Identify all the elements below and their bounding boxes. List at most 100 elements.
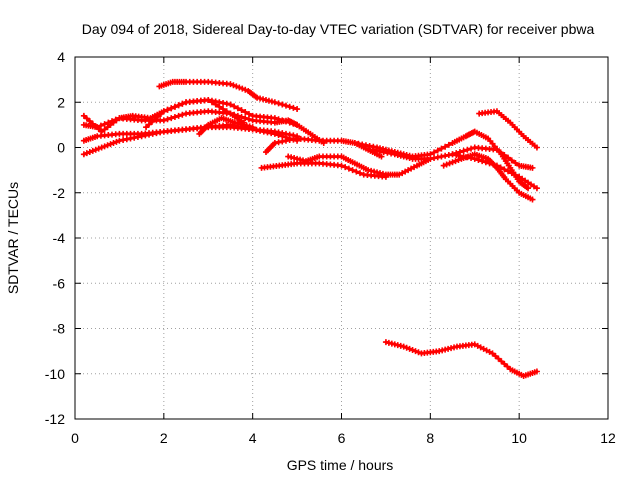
data-point bbox=[242, 86, 249, 93]
data-point bbox=[233, 83, 240, 90]
data-point bbox=[438, 145, 445, 152]
y-tick-label: -6 bbox=[53, 275, 66, 291]
data-point bbox=[164, 116, 171, 123]
data-point bbox=[471, 155, 478, 162]
data-point bbox=[501, 152, 508, 159]
data-point bbox=[239, 85, 246, 92]
data-point bbox=[236, 84, 243, 91]
data-point bbox=[529, 196, 536, 203]
series-track-3 bbox=[80, 124, 301, 158]
data-point bbox=[345, 165, 352, 172]
data-point bbox=[505, 154, 512, 161]
axis-ticks bbox=[74, 56, 609, 420]
x-tick-labels: 0 2 4 6 8 10 12 bbox=[71, 430, 616, 446]
data-point bbox=[101, 143, 108, 150]
data-point bbox=[271, 99, 278, 106]
data-point bbox=[378, 153, 385, 160]
y-axis-label: SDTVAR / TECUs bbox=[5, 182, 21, 294]
data-point bbox=[89, 147, 96, 154]
data-point bbox=[400, 343, 407, 350]
data-point bbox=[482, 159, 489, 166]
data-point bbox=[86, 149, 93, 156]
data-point bbox=[275, 100, 282, 107]
data-point bbox=[497, 149, 504, 156]
y-tick-label: -10 bbox=[45, 366, 65, 382]
data-point bbox=[338, 162, 345, 169]
data-point bbox=[525, 185, 532, 192]
data-point bbox=[175, 102, 182, 109]
data-point bbox=[505, 168, 512, 175]
series-track-7 bbox=[196, 115, 256, 137]
data-point bbox=[479, 158, 486, 165]
data-point bbox=[179, 100, 186, 107]
series-track-15 bbox=[449, 151, 540, 192]
data-point bbox=[442, 143, 449, 150]
data-point bbox=[171, 113, 178, 120]
data-point bbox=[445, 141, 452, 148]
data-point bbox=[279, 133, 286, 140]
data-point bbox=[533, 368, 540, 375]
data-point bbox=[440, 162, 447, 169]
y-tick-label: -2 bbox=[53, 185, 66, 201]
x-axis-label: GPS time / hours bbox=[287, 457, 394, 473]
x-tick-label: 4 bbox=[249, 430, 257, 446]
data-point bbox=[353, 168, 360, 175]
data-point bbox=[464, 146, 471, 153]
data-point bbox=[449, 159, 456, 166]
x-tick-label: 2 bbox=[160, 430, 168, 446]
series-line bbox=[353, 130, 530, 190]
data-point bbox=[452, 158, 459, 165]
data-point bbox=[168, 105, 175, 112]
data-point bbox=[431, 149, 438, 156]
data-point bbox=[223, 108, 230, 115]
data-point bbox=[275, 116, 282, 123]
data-point bbox=[406, 345, 413, 352]
data-point bbox=[110, 139, 117, 146]
data-point bbox=[290, 120, 297, 127]
data-point bbox=[95, 145, 102, 152]
data-point bbox=[475, 156, 482, 163]
data-point bbox=[403, 344, 410, 351]
data-point bbox=[164, 106, 171, 113]
data-point bbox=[434, 147, 441, 154]
x-tick-label: 0 bbox=[71, 430, 79, 446]
data-point bbox=[294, 121, 301, 128]
data-point bbox=[220, 106, 227, 113]
series-track-16 bbox=[382, 339, 540, 380]
data-point bbox=[357, 170, 364, 177]
data-point bbox=[415, 349, 422, 356]
y-tick-label: -8 bbox=[53, 321, 66, 337]
y-tick-label: 0 bbox=[57, 140, 65, 156]
y-tick-labels: -12 -10 -8 -6 -4 -2 0 2 4 bbox=[45, 49, 65, 427]
data-point bbox=[234, 105, 241, 112]
grid-lines bbox=[75, 57, 608, 419]
data-point bbox=[92, 146, 99, 153]
data-point bbox=[493, 162, 500, 169]
data-point bbox=[290, 104, 297, 111]
data-point bbox=[446, 160, 453, 167]
data-point bbox=[286, 103, 293, 110]
data-point bbox=[113, 138, 120, 145]
data-point bbox=[242, 109, 249, 116]
data-point bbox=[238, 107, 245, 114]
data-point bbox=[533, 185, 540, 192]
data-point bbox=[271, 115, 278, 122]
data-point bbox=[282, 102, 289, 109]
data-point bbox=[493, 146, 500, 153]
data-point bbox=[101, 121, 108, 128]
x-tick-label: 6 bbox=[338, 430, 346, 446]
data-point bbox=[231, 103, 238, 110]
chart-title: Day 094 of 2018, Sidereal Day-to-day VTE… bbox=[82, 21, 595, 37]
series-group bbox=[80, 78, 540, 380]
x-tick-label: 12 bbox=[600, 430, 616, 446]
data-point bbox=[175, 112, 182, 119]
data-point bbox=[443, 161, 450, 168]
data-point bbox=[160, 117, 167, 124]
data-point bbox=[168, 115, 175, 122]
data-point bbox=[282, 118, 289, 125]
data-point bbox=[490, 161, 497, 168]
data-point bbox=[342, 164, 349, 171]
data-point bbox=[294, 106, 301, 113]
series-track-5 bbox=[156, 78, 301, 113]
